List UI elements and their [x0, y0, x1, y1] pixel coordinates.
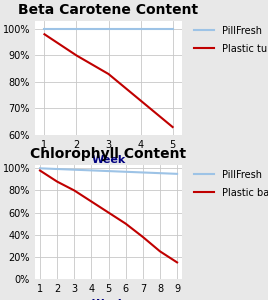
Plastic tub [107, 72, 110, 76]
Plastic tub [43, 32, 46, 36]
Plastic bag [158, 250, 162, 253]
Legend: PillFresh, Plastic tub: PillFresh, Plastic tub [195, 26, 268, 54]
Line: Plastic tub: Plastic tub [44, 34, 173, 127]
Plastic bag [73, 189, 76, 192]
Plastic tub [75, 54, 78, 57]
Plastic bag [107, 211, 110, 214]
Plastic bag [176, 261, 179, 264]
Line: Plastic bag: Plastic bag [40, 170, 177, 262]
X-axis label: Week: Week [91, 299, 126, 300]
Plastic tub [171, 125, 174, 129]
Title: Beta Carotene Content: Beta Carotene Content [18, 3, 199, 17]
Plastic bag [55, 180, 59, 183]
Plastic bag [124, 222, 127, 226]
Legend: PillFresh, Plastic bag: PillFresh, Plastic bag [195, 170, 268, 198]
Plastic bag [90, 200, 93, 203]
Title: Chlorophyll Content: Chlorophyll Content [31, 147, 187, 161]
X-axis label: Week: Week [91, 155, 126, 165]
Plastic bag [141, 235, 144, 239]
Plastic tub [139, 99, 142, 102]
Plastic bag [38, 169, 42, 172]
